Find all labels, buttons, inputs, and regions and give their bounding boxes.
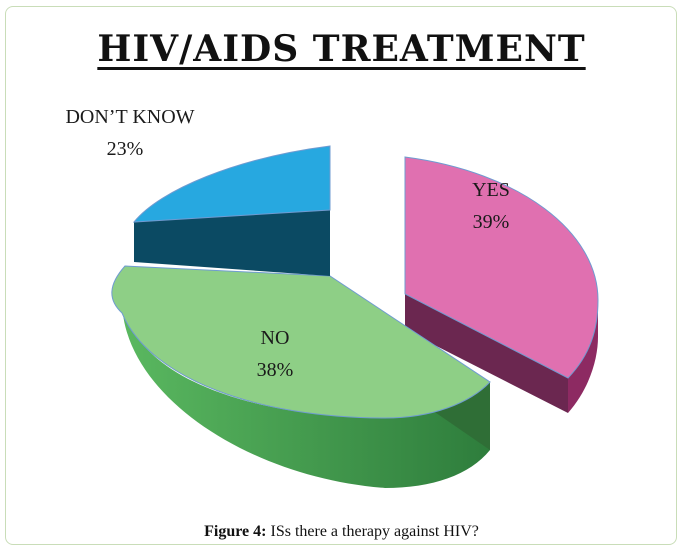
slice-no-top [111, 265, 491, 419]
figure-caption: Figure 4: ISs there a therapy against HI… [0, 523, 683, 541]
caption-prefix: Figure 4: [204, 523, 267, 540]
slice-yes-side-inner [405, 294, 568, 413]
slice-yes [404, 156, 599, 413]
slice-no-side [122, 300, 490, 488]
slice-dont-know-top [132, 145, 331, 223]
label-yes-name: YES [472, 179, 510, 201]
caption-text: ISs there a therapy against HIV? [266, 523, 479, 540]
slice-yes-top [404, 156, 599, 379]
label-no-value: 38% [257, 359, 294, 381]
slice-no [111, 265, 491, 488]
label-dont-know-name: DON’T KNOW [65, 106, 194, 128]
slice-dont-know-side [134, 210, 330, 276]
label-no-name: NO [261, 327, 290, 349]
chart-title: HIV/AIDS TREATMENT [97, 28, 586, 70]
label-dont-know-value: 23% [107, 138, 144, 160]
slice-dont-know [132, 145, 331, 276]
label-yes-value: 39% [473, 211, 510, 233]
